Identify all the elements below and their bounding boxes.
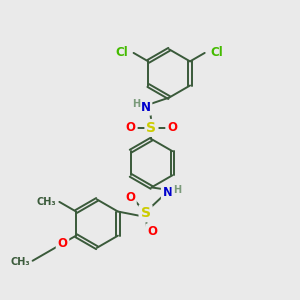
Text: N: N: [141, 101, 151, 114]
Text: S: S: [146, 121, 157, 135]
Text: Cl: Cl: [115, 46, 128, 59]
Text: O: O: [58, 237, 68, 250]
Text: Cl: Cl: [211, 46, 223, 59]
Text: O: O: [126, 122, 136, 134]
Text: O: O: [147, 225, 158, 238]
Text: O: O: [125, 191, 135, 204]
Text: S: S: [141, 206, 151, 220]
Text: CH₃: CH₃: [10, 256, 30, 267]
Text: CH₃: CH₃: [36, 197, 56, 207]
Text: N: N: [163, 186, 173, 199]
Text: H: H: [132, 99, 140, 110]
Text: H: H: [173, 185, 181, 195]
Text: O: O: [167, 122, 177, 134]
